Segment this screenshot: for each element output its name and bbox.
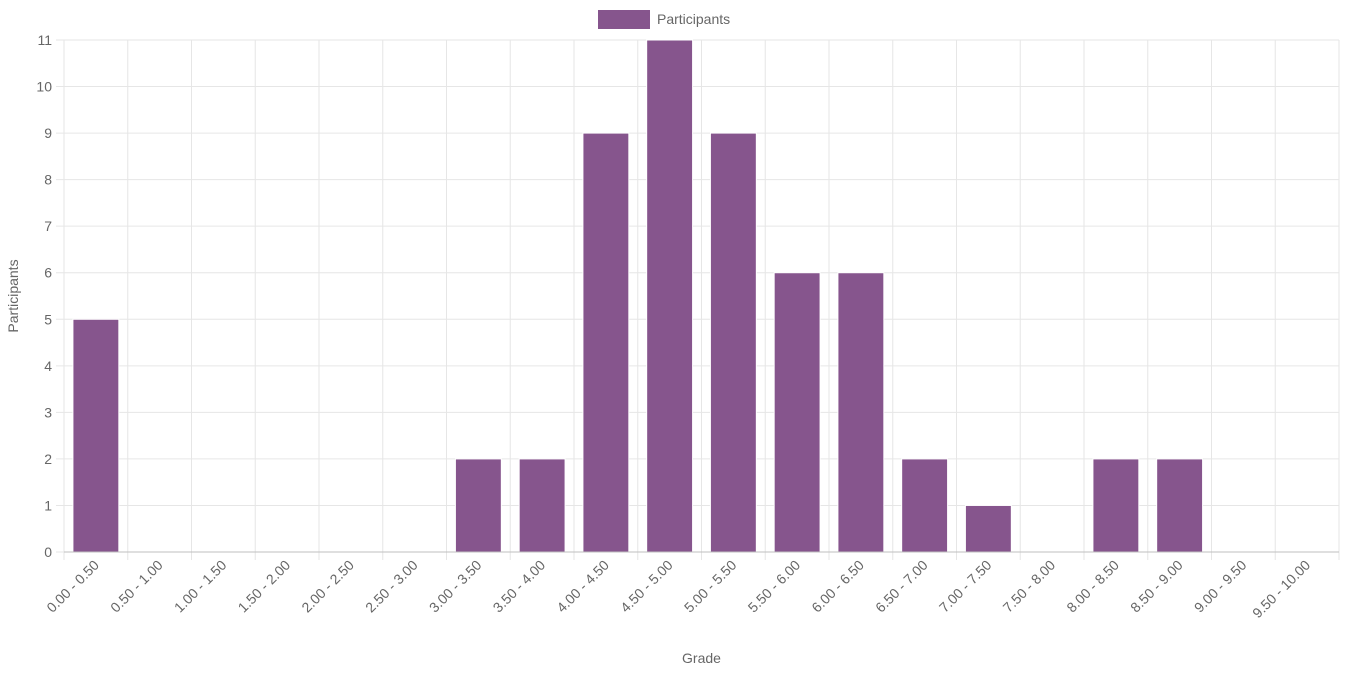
bar[interactable] [1092,458,1140,553]
y-tick-labels: 0 1 2 3 4 5 6 7 8 9 10 11 [36,32,52,560]
x-tick-label: 6.50 - 7.00 [872,557,931,616]
x-tick-label: 1.50 - 2.00 [235,557,294,616]
x-tick-label: 6.00 - 6.50 [808,557,867,616]
bar[interactable] [773,272,821,553]
y-tick-label: 1 [44,497,52,513]
x-tick-label: 2.50 - 3.00 [362,557,421,616]
x-tick-label: 4.50 - 5.00 [617,557,676,616]
x-axis-title: Grade [682,650,721,666]
y-tick-label: 6 [44,265,52,281]
bar[interactable] [72,318,120,553]
y-tick-label: 10 [36,79,52,95]
x-tick-label: 2.00 - 2.50 [298,557,357,616]
x-tick-label: 8.50 - 9.00 [1127,557,1186,616]
x-tick-label: 8.00 - 8.50 [1063,557,1122,616]
x-tick-label: 7.00 - 7.50 [936,557,995,616]
y-tick-label: 0 [44,544,52,560]
y-axis-title: Participants [5,259,21,332]
x-tick-label: 9.00 - 9.50 [1191,557,1250,616]
bar[interactable] [582,132,630,553]
y-tick-label: 5 [44,311,52,327]
x-tick-label: 0.50 - 1.00 [107,557,166,616]
x-tick-label: 4.00 - 4.50 [553,557,612,616]
x-tick-labels: 0.00 - 0.50 0.50 - 1.00 1.00 - 1.50 1.50 - … [43,557,1313,621]
bar[interactable] [964,504,1012,553]
bar[interactable] [901,458,949,553]
y-tick-label: 11 [37,32,52,48]
legend[interactable]: Participants [598,10,730,29]
x-tick-label: 3.50 - 4.00 [490,557,549,616]
x-tick-label: 5.50 - 6.00 [745,557,804,616]
bar[interactable] [646,39,694,553]
bar[interactable] [709,132,757,553]
bar[interactable] [837,272,885,553]
bar[interactable] [518,458,566,553]
legend-swatch[interactable] [598,10,650,29]
y-tick-label: 7 [44,218,52,234]
bar[interactable] [454,458,502,553]
x-tick-label: 0.00 - 0.50 [43,557,102,616]
y-tick-label: 8 [44,172,52,188]
y-tick-label: 3 [44,404,52,420]
x-tick-label: 1.00 - 1.50 [171,557,230,616]
x-tick-label: 9.50 - 10.00 [1249,557,1313,621]
x-tick-label: 3.00 - 3.50 [426,557,485,616]
y-tick-label: 2 [44,451,52,467]
legend-label[interactable]: Participants [657,11,730,27]
grid [56,39,1340,560]
x-tick-label: 7.50 - 8.00 [1000,557,1059,616]
x-tick-label: 5.00 - 5.50 [681,557,740,616]
y-tick-label: 9 [44,125,52,141]
bars [72,39,1204,553]
y-tick-label: 4 [44,358,52,374]
bar[interactable] [1156,458,1204,553]
